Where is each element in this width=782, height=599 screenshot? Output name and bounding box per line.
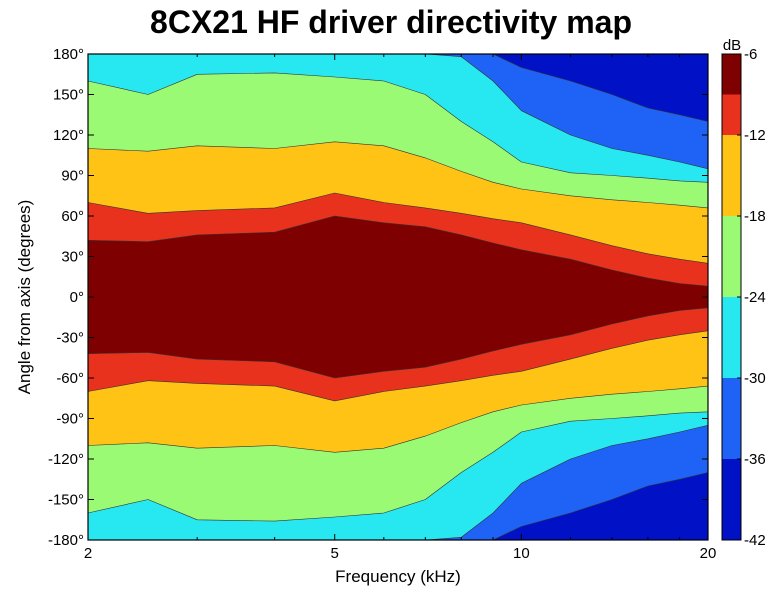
x-tick-label: 5 — [331, 545, 339, 562]
colorbar-segment — [722, 378, 741, 459]
y-tick-label: 150° — [53, 87, 84, 104]
y-axis-label: Angle from axis (degrees) — [15, 200, 34, 395]
x-tick-label: 2 — [84, 545, 92, 562]
y-axis: -180° -150° -120° -90° -60° -30° 0° 30° 60° 90° 12… — [48, 46, 708, 549]
y-tick-label: -150° — [48, 492, 84, 509]
colorbar-tick-label: -42 — [744, 532, 766, 549]
colorbar-tick-label: -36 — [744, 451, 766, 468]
y-tick-label: -90° — [56, 411, 84, 428]
colorbar-tick-label: -18 — [744, 208, 766, 225]
x-axis: 2 5 10 20 — [84, 54, 717, 562]
colorbar-segment — [722, 94, 741, 135]
x-axis-label: Frequency (kHz) — [335, 567, 461, 586]
colorbar-segment — [722, 297, 741, 378]
colorbar: -6 -12 -18 -24 -30 -36 -42 — [721, 46, 766, 549]
colorbar-segment — [722, 135, 741, 216]
colorbar-unit: dB — [723, 37, 741, 54]
colorbar-segment — [722, 54, 741, 95]
y-tick-label: -60° — [56, 370, 84, 387]
chart-title: 8CX21 HF driver directivity map — [150, 4, 632, 40]
y-tick-label: 90° — [61, 168, 84, 185]
colorbar-segment — [722, 216, 741, 297]
colorbar-segment — [722, 459, 741, 540]
y-tick-label: 60° — [61, 208, 84, 225]
y-tick-label: 180° — [53, 46, 84, 63]
y-tick-label: 0° — [70, 289, 84, 306]
y-tick-label: 120° — [53, 127, 84, 144]
y-tick-label: -180° — [48, 532, 84, 549]
y-tick-label: -30° — [56, 330, 84, 347]
y-tick-label: 30° — [61, 249, 84, 266]
colorbar-tick-label: -24 — [744, 289, 766, 306]
colorbar-tick-label: -30 — [744, 370, 766, 387]
x-tick-label: 20 — [700, 545, 717, 562]
y-tick-label: -120° — [48, 451, 84, 468]
x-tick-label: 10 — [513, 545, 530, 562]
colorbar-tick-label: -12 — [744, 127, 766, 144]
heatmap-area — [87, 53, 709, 541]
colorbar-tick-label: -6 — [744, 46, 757, 63]
